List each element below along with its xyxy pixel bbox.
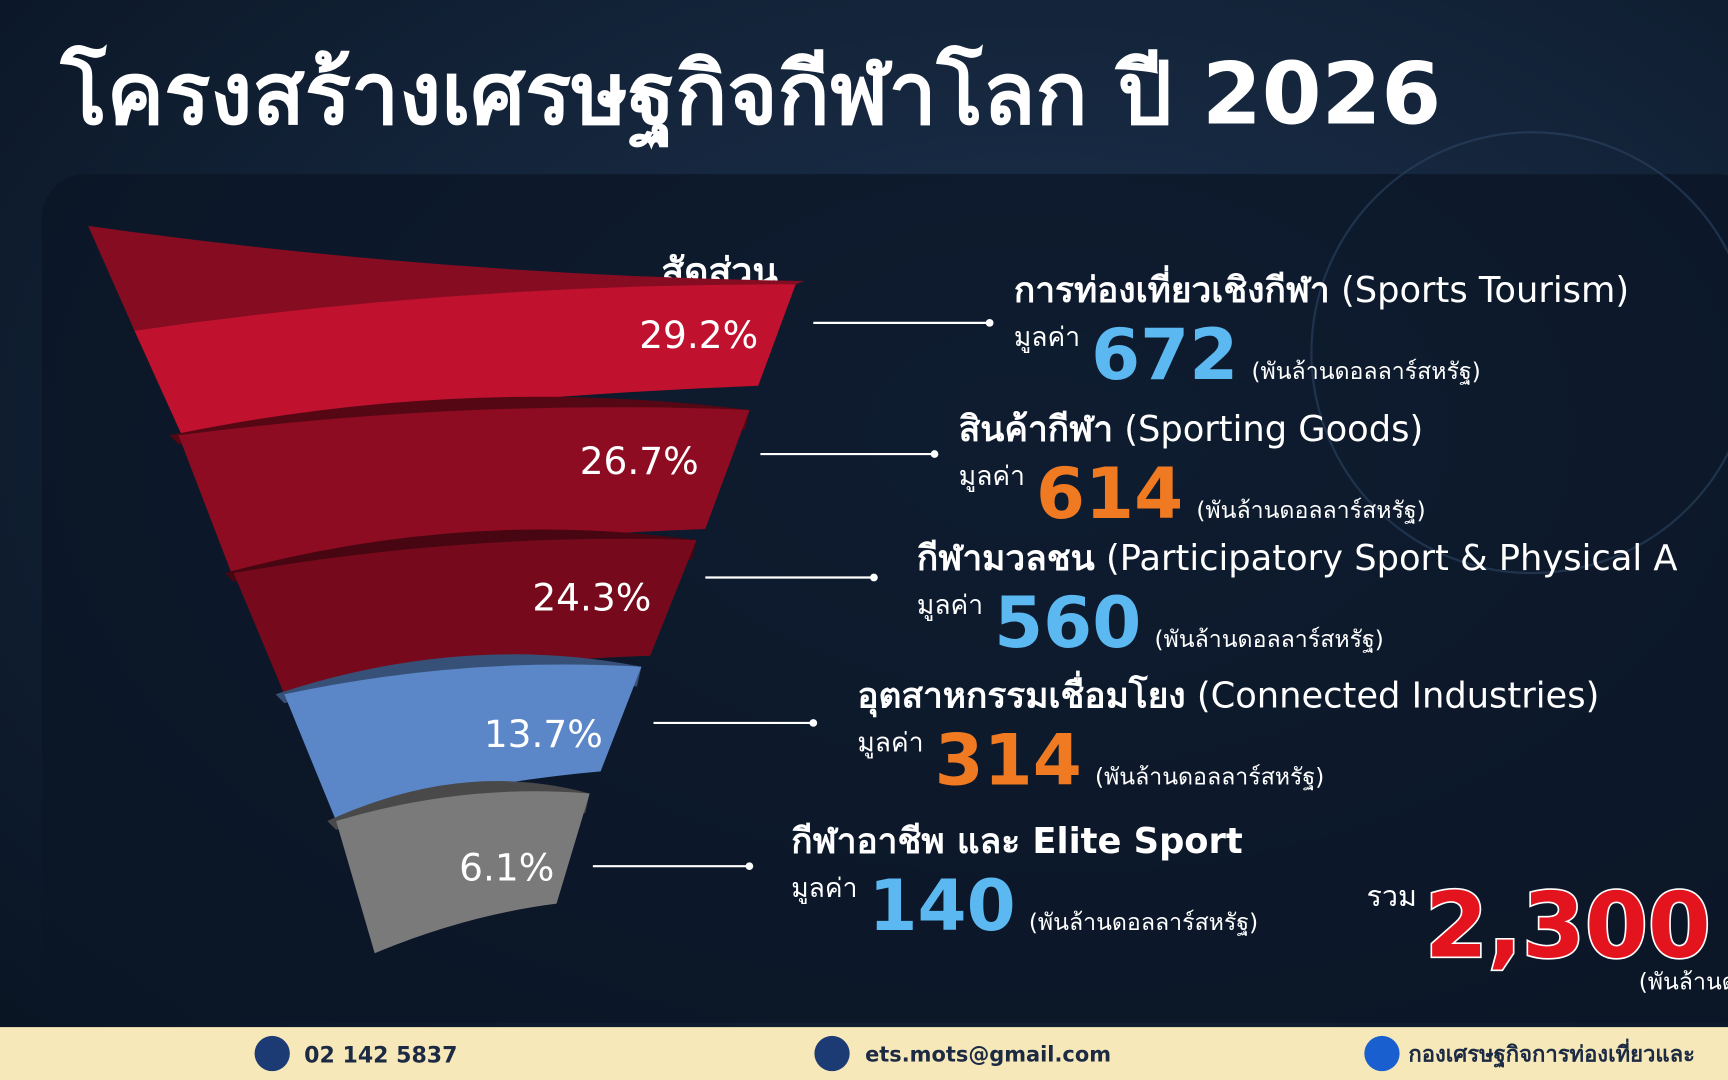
connector-dot <box>985 319 994 327</box>
amount-label: มูลค่า <box>959 461 1025 492</box>
connector-dot <box>870 573 878 582</box>
facebook: กองเศรษฐกิจการท่องเที่ยวและ <box>1408 1037 1695 1068</box>
amount-unit: (พันล้านดอลลาร์สหรัฐ) <box>1029 909 1258 936</box>
category-en: (Sports Tourism) <box>1341 270 1629 311</box>
amount-unit: (พันล้านดอลลาร์สหรัฐ) <box>1155 626 1384 653</box>
email-icon <box>814 1035 850 1072</box>
share-label: 13.7% <box>484 712 603 756</box>
phone: 02 142 5837 <box>304 1043 457 1068</box>
amount-unit: (พันล้านดอลลาร์สหรัฐ) <box>1196 497 1425 524</box>
category-en: (Connected Industries) <box>1197 676 1600 717</box>
connector-dot <box>930 450 939 458</box>
amount: 614 <box>1036 453 1183 535</box>
category-th: การท่องเที่ยวเชิงกีฬา <box>1014 265 1330 311</box>
amount: 560 <box>994 582 1141 664</box>
total-unit: (พันล้านด <box>1639 970 1728 996</box>
amount-unit: (พันล้านดอลลาร์สหรัฐ) <box>1251 358 1480 385</box>
total-label: รวม <box>1367 879 1417 913</box>
connector-dot <box>745 862 754 871</box>
category-name: กีฬาอาชีพ และ Elite Sport <box>791 821 1243 862</box>
category-name: สินค้ากีฬา (Sporting Goods) <box>959 409 1423 450</box>
amount: 140 <box>868 865 1015 947</box>
facebook-icon <box>1364 1035 1400 1072</box>
amount: 314 <box>935 720 1082 802</box>
category-th: สินค้ากีฬา <box>959 409 1113 450</box>
funnel-segment <box>233 538 697 695</box>
funnel-segment <box>134 284 796 436</box>
share-label: 24.3% <box>532 576 651 620</box>
connector-dot <box>809 719 818 727</box>
category-name: อุตสาหกรรมเชื่อมโยง (Connected Industrie… <box>857 671 1599 718</box>
email: ets.mots@gmail.com <box>865 1042 1111 1066</box>
title: โครงสร้างเศรษฐกิจกีฬาโลก ปี 2026 <box>60 44 1442 150</box>
phone-icon <box>254 1035 290 1072</box>
funnel-segment <box>284 664 642 822</box>
category-th: กีฬาอาชีพ และ Elite Sport <box>791 821 1243 862</box>
share-label: 6.1% <box>459 846 554 890</box>
funnel-lip <box>88 225 805 331</box>
amount-unit: (พันล้านดอลลาร์สหรัฐ) <box>1095 764 1324 791</box>
amount-row: มูลค่า 614 (พันล้านดอลลาร์สหรัฐ) <box>959 453 1426 535</box>
amount-label: มูลค่า <box>917 590 983 621</box>
amount-row: มูลค่า 314 (พันล้านดอลลาร์สหรัฐ) <box>857 720 1324 802</box>
category-en: (Sporting Goods) <box>1124 409 1423 450</box>
amount: 672 <box>1091 314 1238 396</box>
funnel-segment <box>336 791 590 954</box>
total: 2,300 <box>1425 874 1711 979</box>
amount-label: มูลค่า <box>1014 322 1080 353</box>
category-en: (Participatory Sport & Physical A <box>1106 538 1677 579</box>
amount-row: มูลค่า 560 (พันล้านดอลลาร์สหรัฐ) <box>917 582 1384 664</box>
share-label: 26.7% <box>580 439 699 483</box>
category-name: กีฬามวลชน (Participatory Sport & Physica… <box>917 538 1678 579</box>
amount-row: มูลค่า 672 (พันล้านดอลลาร์สหรัฐ) <box>1014 314 1481 396</box>
category-th: กีฬามวลชน <box>917 538 1095 579</box>
globe-decoration <box>1310 131 1728 575</box>
share-label: 29.2% <box>639 313 758 357</box>
amount-row: มูลค่า 140 (พันล้านดอลลาร์สหรัฐ) <box>791 865 1258 947</box>
amount-label: มูลค่า <box>791 873 857 904</box>
category-name: การท่องเที่ยวเชิงกีฬา (Sports Tourism) <box>1014 265 1629 311</box>
category-th: อุตสาหกรรมเชื่อมโยง <box>857 671 1185 718</box>
amount-label: มูลค่า <box>857 728 923 759</box>
